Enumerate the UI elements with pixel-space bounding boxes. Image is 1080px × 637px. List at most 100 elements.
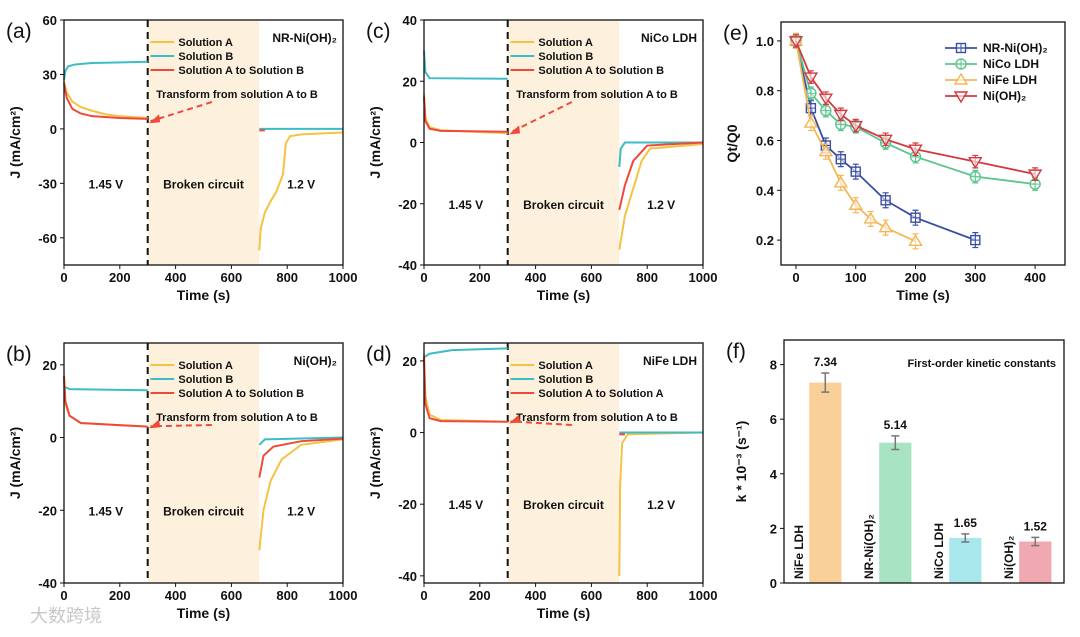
legend-label: Solution B <box>538 374 593 386</box>
y-tick-label: 0 <box>410 426 417 441</box>
watermark-logo: 大数跨境 <box>30 606 102 626</box>
series-line-solution-a <box>618 431 704 576</box>
x-tick-label: 400 <box>165 588 187 603</box>
x-tick-label: 0 <box>792 270 799 285</box>
series-line-solution-b <box>618 141 703 168</box>
triangle-down-marker <box>833 109 849 122</box>
region-label: 1.45 V <box>448 498 483 512</box>
value-label: 1.52 <box>1024 519 1048 533</box>
marker-cross <box>851 167 861 177</box>
annotation-text: Transform from solution A to B <box>156 412 318 424</box>
panel-label: (b) <box>6 343 32 366</box>
plot-frame <box>63 19 344 266</box>
marker-cross <box>805 88 816 99</box>
plot-frame <box>780 21 1066 266</box>
annotation-arrow <box>150 101 213 123</box>
x-tick-label: 600 <box>221 588 243 603</box>
x-axis-label: Time (s) <box>896 287 949 303</box>
region-label: 1.45 V <box>88 504 123 518</box>
triangle-down-marker <box>848 120 863 133</box>
error-bar <box>961 533 970 543</box>
triangle-up-marker <box>818 144 834 157</box>
series-line-solution-b <box>423 347 508 359</box>
broken-circuit-region <box>147 343 260 583</box>
panel-f: 7.34 NiFe LDH 5.14 NR-Ni(OH)₂ 1.65 NiCo LDH 1.… <box>726 339 1065 591</box>
marker-cross <box>820 105 831 116</box>
marker-cross <box>956 59 966 69</box>
panel-title: NiCo LDH <box>641 31 697 45</box>
panel-title: Ni(OH)₂ <box>294 354 337 368</box>
triangle-down-marker <box>818 93 834 106</box>
panel-a: 1.45 V Broken circuit 1.2 V Solution A Solut… <box>6 13 357 303</box>
legend-label: NiFe LDH <box>983 73 1037 87</box>
y-axis-label: J (mA/cm²) <box>367 427 383 499</box>
marker-cross <box>836 154 846 164</box>
panel-label: (c) <box>366 20 391 43</box>
x-tick-label: 800 <box>636 270 658 285</box>
y-tick-label: 0 <box>50 122 57 137</box>
arrow-head <box>149 114 161 124</box>
region-label: Broken circuit <box>163 504 244 518</box>
x-tick-label: 0 <box>420 270 427 285</box>
y-tick-label: 4 <box>770 467 778 482</box>
y-axis-label: J (mA/cm²) <box>367 106 383 178</box>
legend-label: Solution A <box>538 37 593 49</box>
legend-label: NR-Ni(OH)₂ <box>983 41 1048 55</box>
triangle-up-marker <box>848 197 863 210</box>
legend-label: Solution A to Solution B <box>538 65 664 77</box>
x-tick-label: 200 <box>469 270 491 285</box>
triangle-up-marker <box>953 72 969 85</box>
value-label: 5.14 <box>884 418 908 432</box>
series-line-solution-b <box>423 50 508 80</box>
panel-title: NiFe LDH <box>643 354 697 368</box>
marker-cross <box>881 195 891 205</box>
series-line-solution-a-to-solution-a <box>423 357 508 423</box>
broken-circuit-region <box>147 20 260 265</box>
triangle-down-marker <box>908 144 923 157</box>
series-line-solution-a <box>258 131 344 251</box>
y-tick-label: 0.4 <box>756 183 775 198</box>
series-line-solution-a-to-solution-b <box>63 375 148 428</box>
x-tick-label: 200 <box>905 270 927 285</box>
x-tick-label: 1000 <box>689 588 718 603</box>
y-tick-label: 20 <box>403 354 417 369</box>
panel-c: 1.45 V Broken circuit 1.2 V Solution A Solut… <box>366 13 717 303</box>
series-line-solution-a <box>618 143 704 250</box>
arrow-head <box>509 414 521 424</box>
x-tick-label: 400 <box>525 270 547 285</box>
category-label: Ni(OH)₂ <box>1002 536 1016 579</box>
plot-frame <box>423 342 704 584</box>
x-tick-label: 800 <box>276 270 298 285</box>
y-tick-label: -40 <box>398 569 417 584</box>
series-line-solution-a <box>423 93 508 135</box>
marker-cross <box>956 43 966 53</box>
triangle-down-marker <box>953 91 969 104</box>
series-line-solution-a-to-solution-b <box>423 96 508 133</box>
bar <box>949 537 982 583</box>
series-line-solution-a <box>423 353 508 423</box>
region-label: Broken circuit <box>523 198 604 212</box>
x-axis-label: Time (s) <box>537 605 590 621</box>
panel-b: 1.45 V Broken circuit 1.2 V Solution A Solut… <box>6 342 358 621</box>
x-tick-label: 1000 <box>329 588 358 603</box>
y-tick-label: 0.6 <box>756 134 774 149</box>
triangle-up-marker <box>803 115 819 128</box>
x-tick-label: 600 <box>581 270 603 285</box>
bar <box>809 382 842 583</box>
legend-label: Solution B <box>178 374 233 386</box>
y-tick-label: 2 <box>770 521 777 536</box>
triangle-up-marker <box>833 175 849 188</box>
y-axis-label: Qt/Q0 <box>724 124 740 162</box>
panel-title: First-order kinetic constants <box>907 358 1056 370</box>
y-tick-label: 1.0 <box>756 34 774 49</box>
y-tick-label: -30 <box>38 176 57 191</box>
value-label: 7.34 <box>814 355 838 369</box>
legend-label: Solution B <box>178 51 233 63</box>
error-bar <box>821 372 830 393</box>
broken-circuit-region <box>507 343 620 583</box>
triangle-up-marker <box>863 211 878 224</box>
x-tick-label: 600 <box>221 270 243 285</box>
y-tick-label: 0 <box>410 136 417 151</box>
y-axis-label: J (mA/cm²) <box>7 106 23 178</box>
